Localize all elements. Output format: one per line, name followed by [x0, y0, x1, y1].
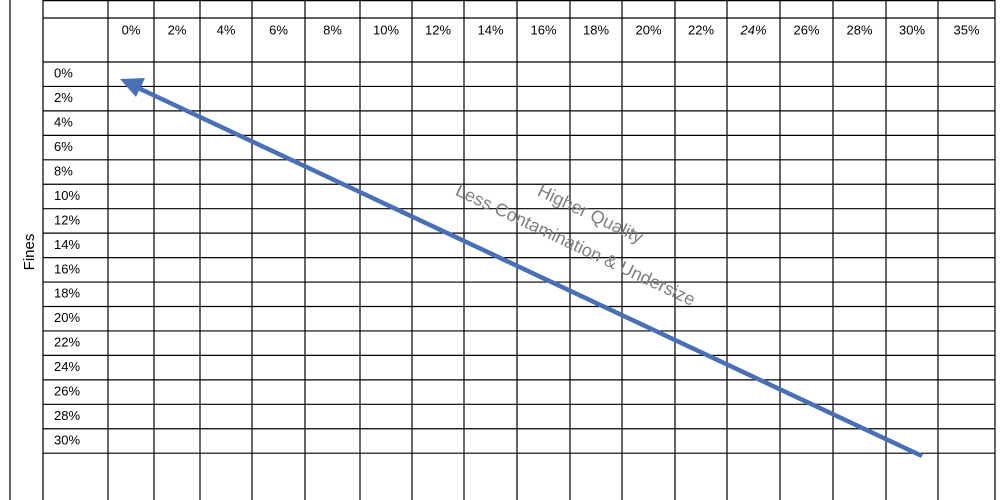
- labels: 0% 2% 4% 6% 8% 10% 12% 14% 16% 18% 20% 22% 24% 26% 28%…: [54, 22, 980, 447]
- column-header: 4%: [217, 22, 236, 37]
- column-header: 24%: [739, 22, 766, 37]
- row-header: 26%: [54, 384, 80, 399]
- row-header: 8%: [54, 163, 73, 178]
- column-header: 10%: [373, 22, 399, 37]
- grid-lines: [42, 0, 996, 500]
- row-header: 4%: [54, 115, 73, 130]
- column-header: 14%: [477, 22, 503, 37]
- row-header: 30%: [54, 432, 80, 447]
- row-header: 2%: [54, 90, 73, 105]
- row-header: 18%: [54, 286, 80, 301]
- column-header: 35%: [953, 22, 979, 37]
- column-header: 22%: [688, 22, 714, 37]
- row-header: 0%: [54, 66, 73, 81]
- row-header: 12%: [54, 212, 80, 227]
- arrow-head: [120, 78, 145, 97]
- row-header: 28%: [54, 408, 80, 423]
- column-header: 12%: [425, 22, 451, 37]
- column-header: 0%: [122, 22, 141, 37]
- row-header: 24%: [54, 359, 80, 374]
- row-header: 10%: [54, 188, 80, 203]
- column-header: 2%: [168, 22, 187, 37]
- column-header: 26%: [793, 22, 819, 37]
- column-header: 18%: [583, 22, 609, 37]
- axis-label: Fines: [21, 234, 38, 271]
- column-header: 20%: [635, 22, 661, 37]
- column-header: 6%: [269, 22, 288, 37]
- row-header: 6%: [54, 139, 73, 154]
- column-header: 30%: [899, 22, 925, 37]
- row-header: 16%: [54, 261, 80, 276]
- arrow-shaft: [133, 83, 923, 459]
- row-header: 22%: [54, 335, 80, 350]
- row-header: 14%: [54, 237, 80, 252]
- arrow: [120, 78, 923, 459]
- row-header: 20%: [54, 310, 80, 325]
- column-header: 28%: [846, 22, 872, 37]
- column-header: 8%: [323, 22, 342, 37]
- column-header: 16%: [530, 22, 556, 37]
